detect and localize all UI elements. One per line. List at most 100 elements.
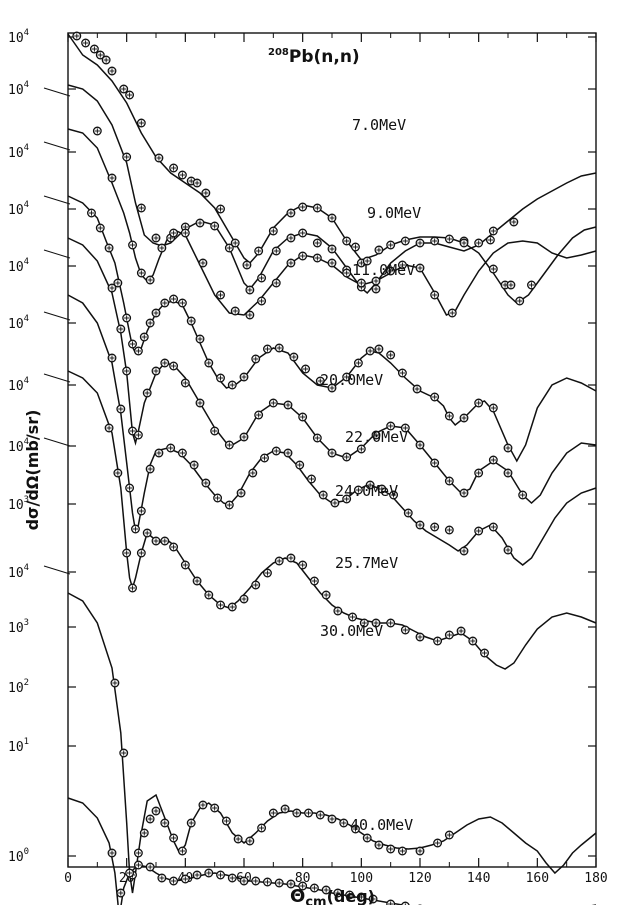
- y-tick-label: 104: [8, 314, 29, 332]
- data-point: [474, 468, 484, 478]
- data-point: [251, 354, 261, 364]
- data-point: [136, 548, 146, 558]
- data-point: [389, 490, 399, 500]
- data-point: [151, 233, 161, 243]
- data-point: [397, 260, 407, 270]
- data-point: [298, 412, 308, 422]
- data-point: [371, 284, 381, 294]
- data-point: [268, 398, 278, 408]
- y-tick-exp: 4: [24, 28, 29, 38]
- data-point: [397, 368, 407, 378]
- data-point: [415, 263, 425, 273]
- data-point: [268, 226, 278, 236]
- y-tick-base: 10: [8, 379, 24, 394]
- offset-dash: [43, 249, 71, 259]
- data-point: [327, 383, 337, 393]
- data-point: [447, 308, 457, 318]
- data-point: [362, 833, 372, 843]
- data-point: [327, 244, 337, 254]
- data-point: [283, 448, 293, 458]
- data-point: [488, 522, 498, 532]
- data-point: [459, 546, 469, 556]
- data-point: [113, 278, 123, 288]
- data-point: [371, 430, 381, 440]
- data-point: [289, 352, 299, 362]
- y-tick-exp: 4: [24, 437, 29, 447]
- data-point: [315, 810, 325, 820]
- data-point: [488, 264, 498, 274]
- data-point: [224, 243, 234, 253]
- series-label: 20.0MeV: [320, 371, 383, 389]
- y-tick-label: 103: [8, 495, 29, 513]
- y-tick-label: 100: [8, 847, 29, 865]
- offset-dash: [43, 311, 71, 321]
- data-point: [221, 816, 231, 826]
- data-point: [204, 358, 214, 368]
- data-point: [456, 626, 466, 636]
- y-tick-base: 10: [8, 740, 24, 755]
- data-point: [157, 243, 167, 253]
- data-point: [107, 173, 117, 183]
- x-tick-label: 180: [584, 871, 607, 886]
- data-point: [177, 448, 187, 458]
- data-point: [145, 275, 155, 285]
- x-tick-label: 0: [64, 871, 72, 886]
- data-point: [210, 426, 220, 436]
- data-point: [309, 883, 319, 893]
- data-point: [485, 235, 495, 245]
- data-point: [210, 221, 220, 231]
- data-point: [342, 494, 352, 504]
- data-point: [342, 236, 352, 246]
- x-axis-title-unit: (deg): [327, 887, 375, 905]
- y-tick-base: 10: [8, 260, 24, 275]
- offset-dash: [43, 437, 71, 447]
- data-point: [216, 290, 225, 300]
- data-point: [257, 296, 267, 306]
- data-point: [333, 888, 343, 898]
- data-point: [210, 803, 220, 813]
- series-labels: 7.0MeV 9.0MeV 11.0MeV 20.0MeV 22.0MeV 24.0MeV…: [320, 116, 421, 834]
- data-point: [248, 468, 258, 478]
- data-point: [116, 888, 126, 898]
- y-tick-exp: 4: [24, 314, 29, 324]
- data-point: [400, 236, 410, 246]
- data-point: [474, 238, 484, 248]
- axis-ticks: [43, 33, 597, 867]
- data-point: [87, 208, 96, 218]
- data-point: [104, 423, 114, 433]
- data-point: [397, 846, 407, 856]
- data-point: [377, 484, 387, 494]
- data-point: [271, 246, 281, 256]
- data-point: [315, 376, 325, 386]
- data-point: [257, 823, 267, 833]
- y-tick-exp: 4: [24, 376, 29, 386]
- data-point: [169, 542, 179, 552]
- data-point: [271, 278, 281, 288]
- data-point: [180, 378, 190, 388]
- data-point: [180, 228, 190, 238]
- data-point: [386, 350, 396, 360]
- y-tick-label: 104: [8, 563, 29, 581]
- data-point: [224, 500, 234, 510]
- data-point: [298, 251, 308, 261]
- data-point: [321, 590, 331, 600]
- data-point: [518, 490, 528, 500]
- data-point: [430, 458, 440, 468]
- data-point: [359, 618, 369, 628]
- x-tick-label: 140: [467, 871, 490, 886]
- x-tick-label: 160: [526, 871, 549, 886]
- data-point: [515, 296, 525, 306]
- y-tick-base: 10: [8, 621, 24, 636]
- data-point: [151, 806, 161, 816]
- data-point: [400, 901, 410, 905]
- y-tick-exp: 3: [24, 618, 29, 628]
- data-point: [195, 334, 205, 344]
- data-point: [304, 808, 313, 818]
- offset-dash: [43, 141, 71, 151]
- y-tick-base: 10: [8, 317, 24, 332]
- data-point: [386, 844, 396, 854]
- data-point: [400, 625, 410, 635]
- data-point: [488, 455, 498, 465]
- y-tick-label: 104: [8, 28, 29, 46]
- data-point: [312, 203, 322, 213]
